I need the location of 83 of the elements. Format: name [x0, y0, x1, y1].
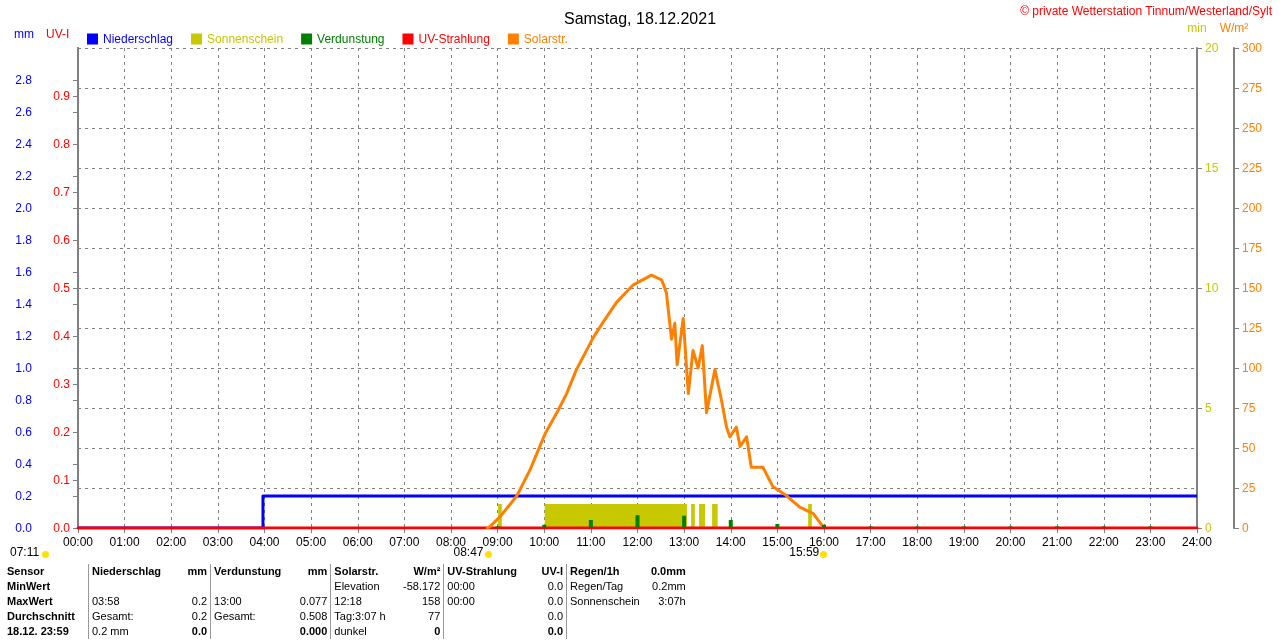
x-tick-label: 10:00: [529, 535, 560, 549]
x-tick-label: 18:00: [902, 535, 933, 549]
y2-tick-label: 175: [1242, 241, 1263, 255]
text: 0.2: [53, 425, 71, 439]
y3-tick-label: 0: [1205, 521, 1212, 535]
y2-tick-label: 0: [1242, 521, 1249, 535]
y2-tick-label: 275: [1242, 81, 1263, 95]
y3-axis-title: min: [1187, 21, 1207, 35]
text: MinWert Elevation -58.172 00:00 0.0 Regen/Tag 0.2mm: [7, 580, 686, 592]
x-tick-label: 11:00: [576, 535, 606, 549]
x-tick-label: 17:00: [855, 535, 886, 549]
y2-tick-label: 25: [1242, 481, 1256, 495]
text: 0.6: [53, 233, 71, 247]
text: 07:11: [10, 545, 40, 559]
y-tick-label: 1.2: [15, 329, 33, 343]
y-tick-label: 1.4: [15, 297, 33, 311]
y2-tick-label: 50: [1242, 441, 1256, 455]
text: Durchschnitt Gesamt: 0.2 Gesamt: 0.508 Tag:3:07 h 77 0.0: [7, 610, 563, 622]
y-tick-label: 2.2: [15, 169, 33, 183]
x-tick-label: 07:00: [389, 535, 420, 549]
y2-tick-label: 250: [1242, 121, 1263, 135]
x-tick-label: 05:00: [296, 535, 327, 549]
y-tick-label: 0.0: [15, 521, 33, 535]
x-tick-label: 21:00: [1042, 535, 1073, 549]
legend-label: Solarstr.: [523, 32, 568, 46]
line-series: [485, 273, 825, 530]
y3-tick-label: 20: [1205, 41, 1219, 55]
y-tick-label: 2.6: [15, 105, 33, 119]
x-tick-label: 12:00: [622, 535, 653, 549]
y2-tick-label: 225: [1242, 161, 1263, 175]
text: 0.1: [53, 473, 71, 487]
y-tick-label: 0.8: [15, 393, 33, 407]
y2-tick-label: 75: [1242, 401, 1256, 415]
y3-tick-label: 5: [1205, 401, 1212, 415]
y2-tick-label: 100: [1242, 361, 1263, 375]
x-tick-label: 01:00: [109, 535, 140, 549]
y2-tick-label: 200: [1242, 201, 1263, 215]
y-tick-label: 1.8: [15, 233, 33, 247]
y2-axis-title: W/m²: [1219, 21, 1249, 35]
y2-tick-label: 125: [1242, 321, 1263, 335]
y-axis-title: mm: [14, 27, 34, 41]
x-tick-label: 22:00: [1088, 535, 1120, 549]
x-tick-label: 09:00: [482, 535, 513, 549]
text: 0.3: [53, 377, 71, 391]
y3-tick-label: 10: [1205, 281, 1219, 295]
x-tick-label: 23:00: [1135, 535, 1166, 549]
x-tick-label: 02:00: [156, 535, 187, 549]
x-tick-label: 20:00: [995, 535, 1026, 549]
x-tick-label: 00:00: [62, 535, 94, 549]
x-tick-label: 19:00: [948, 535, 980, 549]
y-tick-label: 0.4: [15, 457, 33, 471]
y3-tick-label: 15: [1205, 161, 1219, 175]
text: UV-I: [46, 27, 70, 41]
legend-label: Sonnenschein: [207, 32, 284, 46]
y-tick-label: 2.0: [15, 201, 33, 215]
chart-title: Samstag, 18.12.2021: [563, 9, 717, 27]
x-tick-label: 14:00: [715, 535, 747, 549]
y-tick-label: 2.4: [15, 137, 33, 151]
text: 0.9: [53, 89, 71, 103]
x-tick-label: 04:00: [249, 535, 280, 549]
text: MaxWert 03:58 0.2 13:00 0.077 12:18 158 00:00 0.0 Sonnenschein 3:07h: [7, 595, 686, 607]
text: 18.12. 23:59 0.2 mm 0.0 0.000 dunkel 0 0.0: [7, 625, 563, 637]
text: 0.8: [53, 137, 71, 151]
y2-tick-label: 300: [1242, 41, 1263, 55]
y-tick-label: 0.2: [15, 489, 33, 503]
legend-label: Verdunstung: [317, 32, 385, 46]
x-tick-label: 13:00: [669, 535, 700, 549]
x-tick-label: 06:00: [342, 535, 374, 549]
text: 0.5: [53, 281, 71, 295]
x-tick-label: 03:00: [202, 535, 234, 549]
text: 0.4: [53, 329, 71, 343]
y-tick-label: 1.0: [15, 361, 33, 375]
y-tick-label: 2.8: [15, 73, 33, 87]
text: Sensor Niederschlag mm Verdunstung mm Solarstr. W/m² UV-Strahlung UV-I Regen/1h 0.0mm: [7, 565, 686, 577]
legend-label: UV-Strahlung: [418, 32, 490, 46]
text: © private Wetterstation Tinnum/Westerland/Sylt: [1020, 4, 1272, 18]
y2-tick-label: 150: [1242, 281, 1263, 295]
legend-label: Niederschlag: [103, 32, 174, 46]
text: 0.0: [53, 521, 71, 535]
y-tick-label: 1.6: [15, 265, 33, 279]
y-tick-label: 0.6: [15, 425, 33, 439]
text: 0.7: [53, 185, 71, 199]
x-tick-label: 24:00: [1181, 535, 1213, 549]
